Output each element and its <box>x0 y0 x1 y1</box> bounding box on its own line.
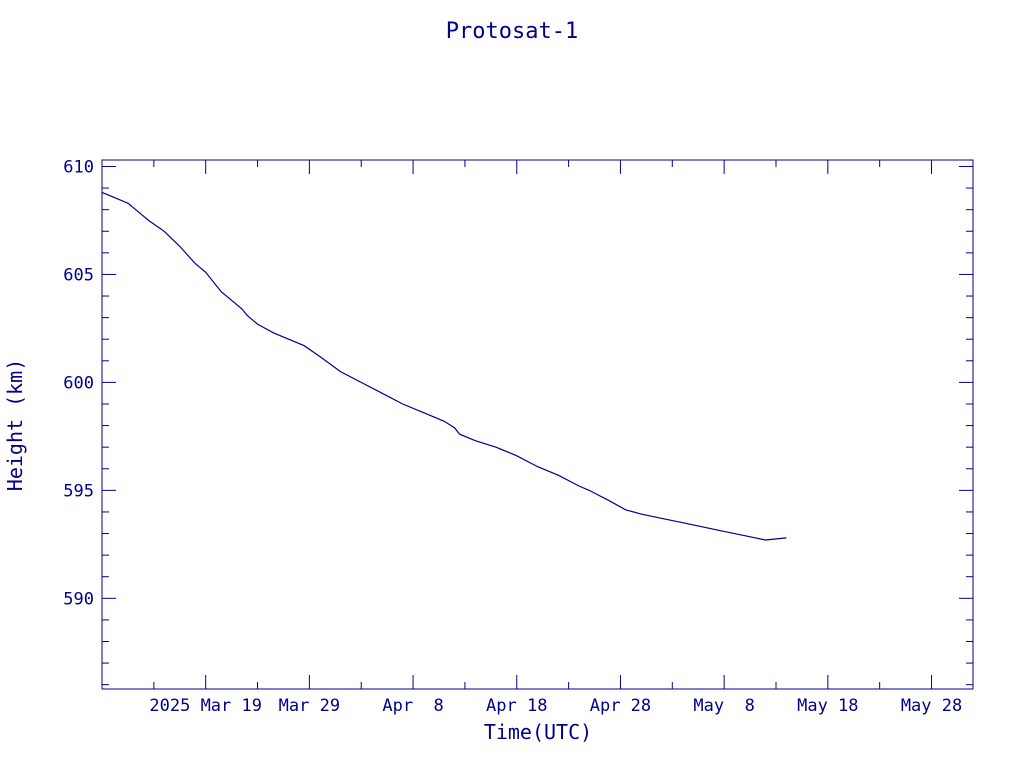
x-tick-label: Apr 28 <box>590 696 651 716</box>
y-tick-label: 595 <box>63 481 94 501</box>
series-line-height <box>101 191 787 541</box>
x-tick-label: May 18 <box>797 696 858 716</box>
y-tick-label: 605 <box>63 265 94 285</box>
x-axis-label: Time(UTC) <box>484 720 592 744</box>
x-tick-label: Apr 8 <box>382 696 443 716</box>
y-tick-label: 600 <box>63 373 94 393</box>
x-tick-label: 2025 Mar 19 <box>149 696 262 716</box>
x-tick-label: Mar 29 <box>279 696 340 716</box>
y-tick-label: 590 <box>63 589 94 609</box>
plot-frame <box>101 159 974 690</box>
y-axis-ticks: 590 595 600 605 610 <box>63 157 973 686</box>
chart-title: Protosat-1 <box>446 19 578 44</box>
x-tick-label: May 28 <box>901 696 962 716</box>
x-tick-label: Apr 18 <box>486 696 547 716</box>
y-tick-label: 610 <box>63 157 94 177</box>
x-tick-label: May 8 <box>693 696 754 716</box>
y-axis-label: Height (km) <box>3 359 27 491</box>
x-axis-ticks: 2025 Mar 19 Mar 29 Apr 8 Apr 18 Apr 28 May 8 M… <box>101 160 962 716</box>
